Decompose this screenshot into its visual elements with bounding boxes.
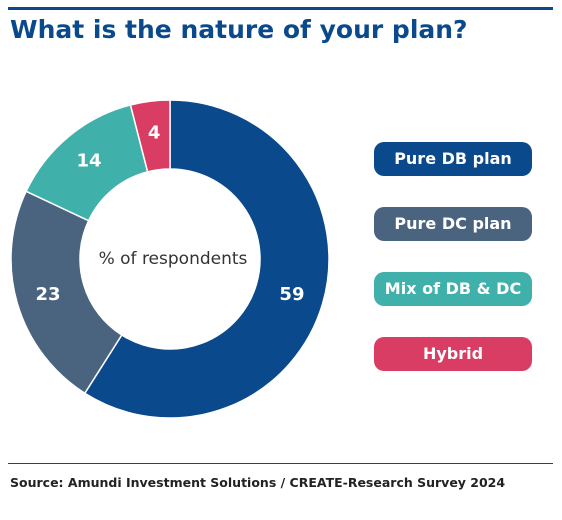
slice-value-hybrid: 4 bbox=[148, 123, 161, 144]
top-rule bbox=[8, 7, 553, 10]
source-note: Source: Amundi Investment Solutions / CR… bbox=[10, 475, 506, 490]
slice-value-pure-db-plan: 59 bbox=[279, 284, 304, 305]
legend-item-pure-db-plan: Pure DB plan bbox=[374, 142, 532, 176]
legend-item-pure-dc-plan: Pure DC plan bbox=[374, 207, 532, 241]
donut-chart: 59 23 14 4 % of respondents bbox=[10, 99, 330, 419]
slice-pure-db-plan bbox=[83, 99, 330, 419]
slice-value-mix-of-db-and-dc: 14 bbox=[77, 151, 102, 172]
bottom-rule bbox=[8, 463, 553, 464]
slice-value-pure-dc-plan: 23 bbox=[36, 284, 61, 305]
legend-item-hybrid: Hybrid bbox=[374, 337, 532, 371]
center-label: % of respondents bbox=[99, 249, 248, 269]
slice-hybrid bbox=[129, 99, 171, 173]
legend-item-mix-of-db-and-dc: Mix of DB & DC bbox=[374, 272, 532, 306]
chart-title: What is the nature of your plan? bbox=[10, 15, 468, 44]
slice-pure-dc-plan bbox=[10, 190, 123, 395]
